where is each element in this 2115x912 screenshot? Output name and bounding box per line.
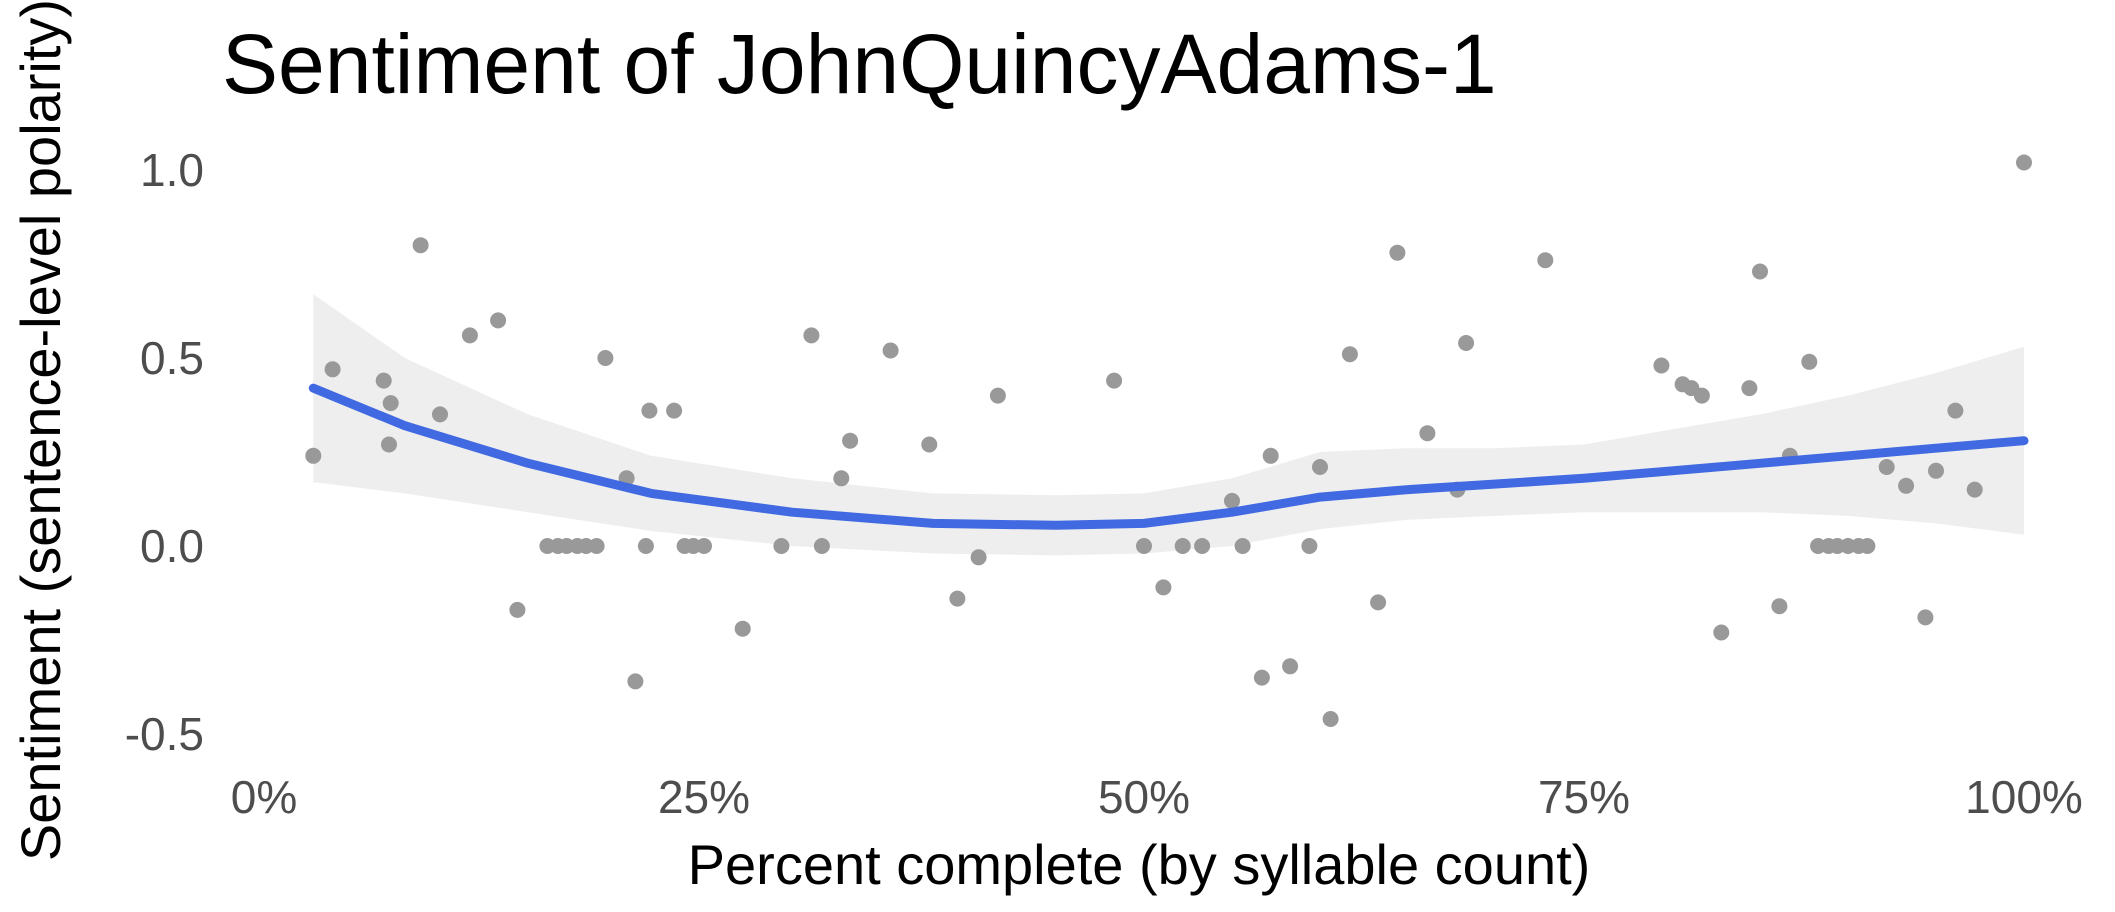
x-axis-title: Percent complete (by syllable count) <box>688 833 1591 896</box>
data-point <box>1106 372 1123 389</box>
data-point <box>1947 402 1964 419</box>
data-point <box>1537 252 1554 269</box>
data-point <box>1419 425 1436 442</box>
data-point <box>1282 658 1299 675</box>
data-point <box>882 342 899 359</box>
data-point <box>949 590 966 607</box>
data-point <box>813 538 830 554</box>
data-point <box>734 620 751 637</box>
data-point <box>1370 594 1387 611</box>
data-point <box>1801 353 1818 370</box>
data-point <box>1301 538 1318 554</box>
data-point <box>588 538 605 554</box>
data-point <box>1859 538 1876 554</box>
data-point <box>432 406 448 423</box>
data-point <box>1693 387 1710 404</box>
data-point <box>641 402 658 419</box>
data-point <box>324 361 341 378</box>
data-point <box>1194 538 1211 554</box>
data-point <box>842 432 859 449</box>
data-point <box>509 601 526 618</box>
x-tick-label: 100% <box>1965 771 2083 823</box>
smooth-trend-line <box>308 383 2029 530</box>
data-point <box>803 327 820 344</box>
y-tick-label: 0.0 <box>140 520 204 572</box>
y-tick-label: -0.5 <box>125 708 204 760</box>
data-point <box>382 395 399 412</box>
data-point <box>461 327 478 344</box>
data-point <box>833 470 850 487</box>
data-point <box>1878 459 1895 475</box>
data-point <box>375 372 392 389</box>
data-point <box>1713 624 1730 641</box>
data-point <box>1136 538 1152 554</box>
data-point <box>627 673 644 690</box>
data-point <box>921 436 938 453</box>
data-point <box>1928 462 1944 479</box>
data-points <box>305 154 2032 727</box>
y-axis-title: Sentiment (sentence-level polarity) <box>9 0 72 861</box>
data-point <box>1389 244 1406 261</box>
data-point <box>1917 609 1934 626</box>
data-point <box>1224 492 1240 509</box>
data-point <box>1458 335 1475 351</box>
data-point <box>1341 346 1358 363</box>
data-point <box>1234 538 1251 554</box>
data-point <box>1262 447 1279 464</box>
data-point <box>970 549 987 566</box>
data-point <box>1741 380 1758 397</box>
x-tick-label: 0% <box>231 771 297 823</box>
x-tick-label: 25% <box>658 771 750 823</box>
x-tick-label: 75% <box>1538 771 1630 823</box>
data-point <box>381 436 397 453</box>
data-point <box>1253 669 1270 686</box>
data-point <box>1898 477 1915 494</box>
y-tick-label: 0.5 <box>140 332 204 384</box>
data-point <box>2016 154 2032 171</box>
data-point <box>412 237 429 254</box>
data-point <box>1174 538 1191 554</box>
data-point <box>1653 357 1670 374</box>
data-point <box>1771 598 1788 615</box>
data-point <box>1322 711 1339 727</box>
data-point <box>696 538 712 554</box>
confidence-band <box>313 294 2024 556</box>
data-point <box>773 538 790 554</box>
x-axis-ticks: 0% 25% 50% 75% 100% <box>231 771 2083 823</box>
data-point <box>637 538 654 554</box>
y-tick-label: 1.0 <box>140 144 204 196</box>
data-point <box>305 447 322 464</box>
data-point <box>1155 579 1172 596</box>
x-tick-label: 50% <box>1098 771 1190 823</box>
data-point <box>490 312 507 329</box>
data-point <box>1312 459 1328 475</box>
data-point <box>1966 481 1983 498</box>
data-point <box>597 350 614 366</box>
data-point <box>989 387 1006 404</box>
data-point <box>1752 263 1768 280</box>
y-axis-ticks: -0.5 0.0 0.5 1.0 <box>125 144 204 760</box>
chart-title: Sentiment of JohnQuincyAdams-1 <box>222 17 1497 111</box>
data-point <box>666 402 683 419</box>
